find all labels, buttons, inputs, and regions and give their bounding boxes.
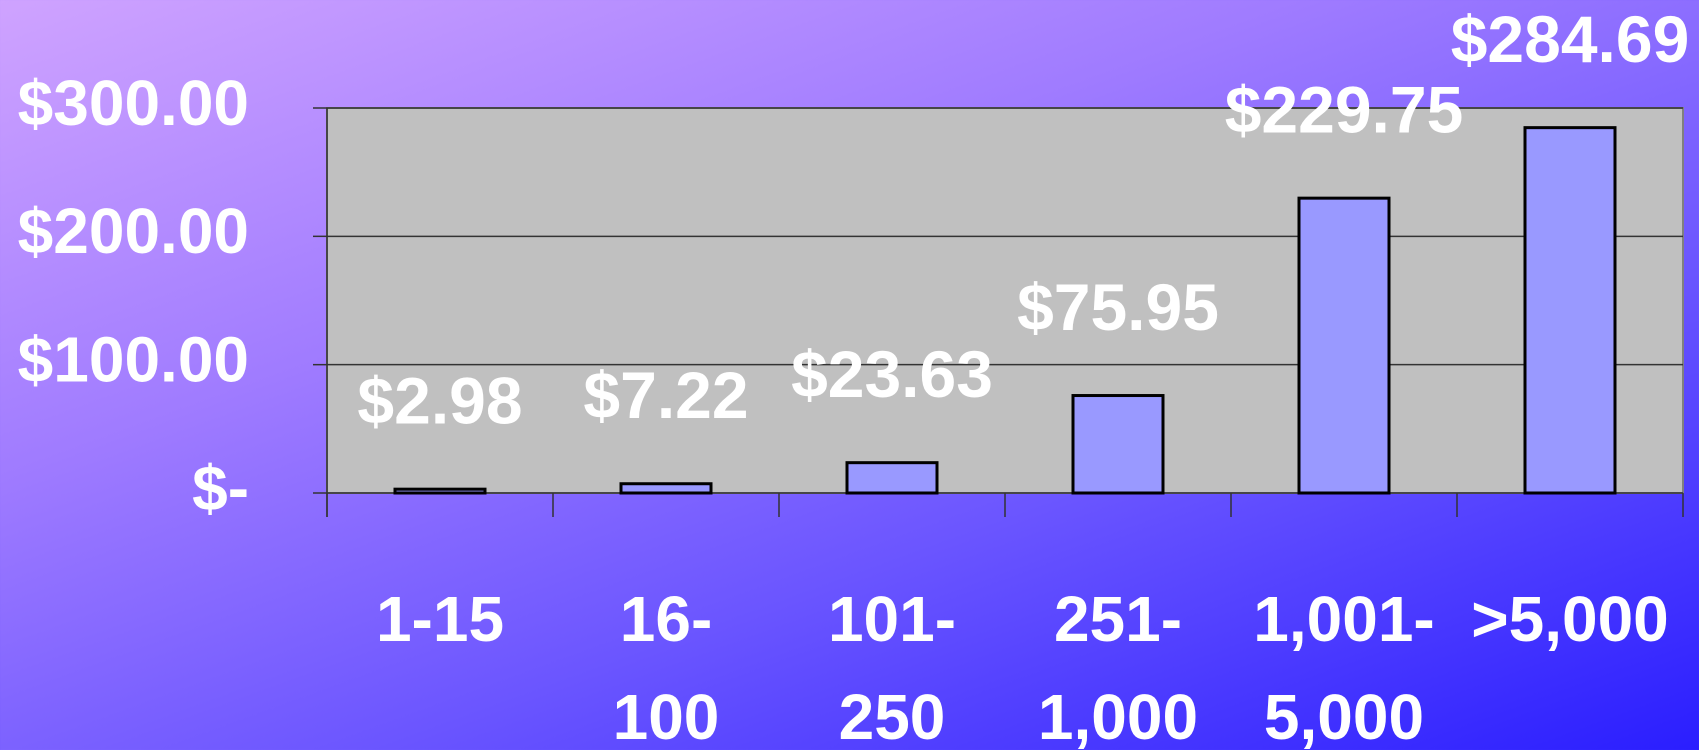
- data-label: $7.22: [583, 358, 748, 432]
- x-tick-label: 251- 1,000: [1037, 583, 1199, 750]
- data-label: $229.75: [1225, 73, 1464, 147]
- x-tick-label: >5,000: [1471, 583, 1669, 655]
- x-tick-label: 1-15: [375, 583, 505, 655]
- bar: [845, 461, 939, 495]
- y-tick-label: $-: [192, 452, 249, 524]
- x-tick-label: 1,001- 5,000: [1253, 583, 1435, 750]
- x-tick-label: 101- 250: [827, 583, 957, 750]
- bar: [619, 482, 713, 495]
- data-label: $75.95: [1017, 270, 1219, 344]
- y-tick-label: $200.00: [18, 195, 249, 267]
- y-tick-label: $100.00: [18, 324, 249, 396]
- data-label: $23.63: [791, 337, 993, 411]
- bar: [1297, 196, 1391, 495]
- x-tick-label: 16- 100: [612, 583, 720, 750]
- bar: [1071, 394, 1165, 495]
- bar: [393, 487, 487, 495]
- data-label: $284.69: [1451, 2, 1690, 76]
- data-label: $2.98: [357, 364, 522, 438]
- bar: [1523, 126, 1617, 495]
- plot-area: [326, 107, 1684, 494]
- y-tick-label: $300.00: [18, 67, 249, 139]
